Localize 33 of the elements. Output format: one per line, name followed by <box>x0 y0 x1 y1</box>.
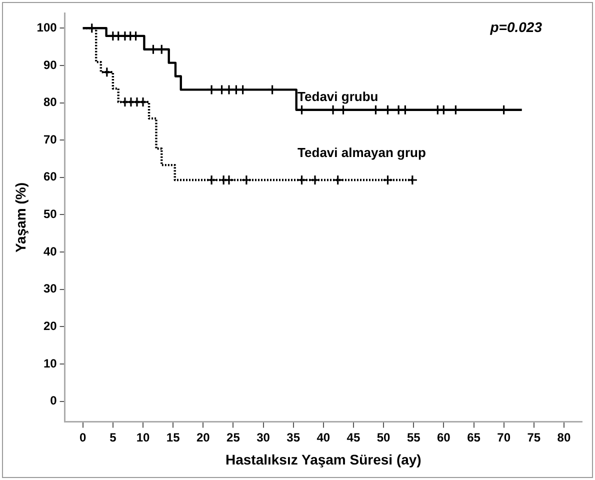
x-tick-label: 15 <box>166 430 180 444</box>
y-tick-label: 100 <box>36 20 58 34</box>
y-tick-label: 90 <box>43 58 58 72</box>
x-tick-label: 75 <box>527 430 541 444</box>
x-tick-label: 30 <box>256 430 270 444</box>
x-tick-label: 35 <box>286 430 300 444</box>
y-tick-label: 70 <box>43 132 58 146</box>
y-tick-label: 30 <box>43 282 58 296</box>
x-tick-label: 70 <box>497 430 511 444</box>
x-axis-title: Hastalıksız Yaşam Süresi (ay) <box>225 451 422 468</box>
x-tick-label: 10 <box>136 430 150 444</box>
x-tick-label: 50 <box>376 430 391 444</box>
y-tick-label: 60 <box>43 170 58 184</box>
annotation: p=0.023 <box>489 19 542 36</box>
x-tick-label: 55 <box>406 430 421 444</box>
y-tick-label: 20 <box>43 318 58 333</box>
y-tick-label: 10 <box>43 356 58 370</box>
x-tick-label: 65 <box>467 430 481 444</box>
x-tick-label: 45 <box>346 430 360 444</box>
x-tick-label: 20 <box>196 430 210 444</box>
y-tick-label: 40 <box>43 244 58 258</box>
x-tick-label: 80 <box>557 430 571 444</box>
x-tick-label: 5 <box>110 430 117 444</box>
x-tick-label: 0 <box>80 430 87 444</box>
y-axis-title: Yaşam (%) <box>12 182 28 253</box>
x-tick-label: 25 <box>226 430 240 444</box>
y-tick-label: 50 <box>43 207 58 222</box>
series-label: Tedavi grubu <box>298 88 378 104</box>
x-tick-label: 40 <box>316 430 330 444</box>
x-tick-label: 60 <box>437 430 451 444</box>
series-label: Tedavi almayan grup <box>298 145 426 160</box>
y-tick-label: 0 <box>50 394 58 408</box>
y-tick-label: 80 <box>43 95 58 110</box>
